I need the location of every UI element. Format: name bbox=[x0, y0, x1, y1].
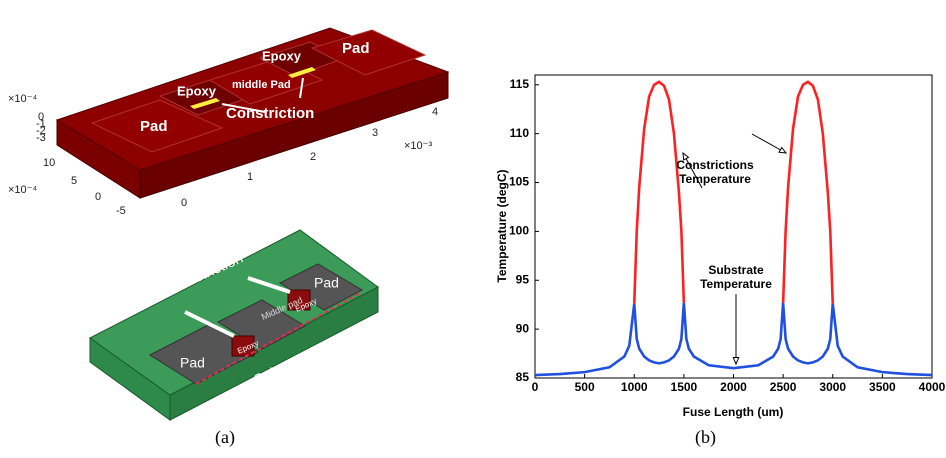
x-tick-label: 2500 bbox=[770, 380, 797, 394]
arrow-head bbox=[732, 357, 740, 366]
tick-label: 10 bbox=[43, 157, 55, 169]
pad bbox=[148, 322, 260, 385]
arrow bbox=[184, 310, 235, 338]
y-tick-label: 85 bbox=[516, 370, 530, 384]
plot-frame bbox=[534, 74, 933, 379]
panel-a: Pad Epoxy middle Pad Epoxy Pad Constrict… bbox=[8, 27, 450, 448]
x-axis-label: Fuse Length (um) bbox=[683, 405, 784, 419]
tick-label: 3 bbox=[372, 127, 378, 139]
tick-label: 0 bbox=[181, 197, 187, 209]
tick-label: 2 bbox=[310, 151, 316, 163]
constriction bbox=[288, 67, 316, 78]
y-tick-label: 95 bbox=[516, 272, 530, 286]
x-tick-label: 1000 bbox=[621, 380, 648, 394]
axis-exponent: ×10⁻³ bbox=[404, 140, 432, 152]
arrow bbox=[299, 77, 304, 99]
label: Pad bbox=[140, 118, 168, 135]
label: Pad bbox=[314, 275, 339, 291]
caption: (b) bbox=[695, 427, 716, 448]
annotation: Substrate bbox=[708, 263, 764, 277]
y-tick-label: 115 bbox=[510, 77, 530, 91]
annotation: Temperature bbox=[700, 277, 772, 291]
constriction bbox=[190, 98, 220, 109]
arrow bbox=[221, 103, 266, 113]
arrow-head bbox=[778, 146, 788, 154]
axis-exponent: ×10⁻⁴ bbox=[8, 184, 37, 196]
label: Epoxy bbox=[177, 83, 217, 98]
x-tick-label: 3000 bbox=[819, 380, 846, 394]
y-tick-label: 105 bbox=[509, 175, 529, 189]
x-tick-label: 3500 bbox=[869, 380, 896, 394]
tick-label: -5 bbox=[116, 205, 126, 217]
y-axis-label: Temperature (degC) bbox=[495, 169, 509, 282]
x-tick-label: 500 bbox=[575, 380, 595, 394]
tick-label: -1 bbox=[36, 118, 46, 130]
label: Pad bbox=[180, 355, 205, 371]
arrow-head bbox=[682, 151, 690, 161]
caption: (a) bbox=[215, 427, 235, 448]
pad bbox=[310, 29, 427, 76]
annotation: Temperature bbox=[679, 172, 751, 186]
tick-label: 0 bbox=[95, 191, 101, 203]
tick-label: -2 bbox=[36, 125, 46, 137]
x-tick-label: 1500 bbox=[671, 380, 698, 394]
label: middle Pad bbox=[232, 79, 291, 91]
series-line bbox=[534, 302, 933, 377]
constriction-block bbox=[287, 289, 311, 311]
pad bbox=[90, 99, 224, 153]
panel-b: (b) Fuse Length (um) Temperature (degC) … bbox=[495, 74, 946, 448]
tick-label: 4 bbox=[432, 106, 438, 118]
tick-label: 5 bbox=[71, 175, 77, 187]
constriction-block bbox=[231, 335, 255, 357]
tick-label: 0 bbox=[38, 111, 44, 123]
label: Pad bbox=[342, 40, 370, 57]
x-tick-label: 2000 bbox=[720, 380, 747, 394]
x-tick-label: 0 bbox=[532, 380, 539, 394]
annotation: Constrictions bbox=[676, 158, 754, 172]
edge-line bbox=[195, 291, 363, 385]
tick-label: -3 bbox=[36, 132, 46, 144]
label: Constriction bbox=[226, 105, 314, 122]
tick-label: 1 bbox=[247, 171, 253, 183]
label: Epoxy bbox=[262, 48, 302, 63]
x-tick-label: 4000 bbox=[919, 380, 946, 394]
y-tick-label: 90 bbox=[516, 321, 530, 335]
y-tick-label: 110 bbox=[510, 126, 530, 140]
series-line bbox=[632, 80, 835, 304]
axis-exponent: ×10⁻⁴ bbox=[8, 93, 37, 105]
y-tick-label: 100 bbox=[509, 224, 529, 238]
arrow bbox=[247, 276, 291, 294]
